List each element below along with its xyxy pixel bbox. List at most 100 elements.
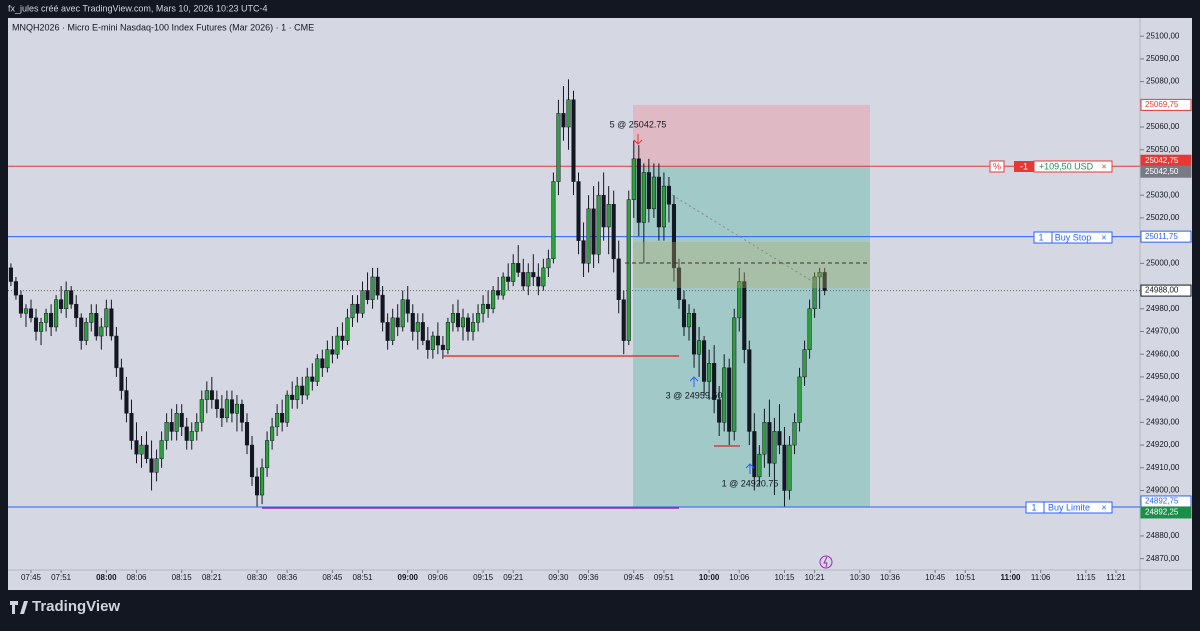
candle-body — [566, 99, 571, 128]
candle-body — [410, 313, 415, 332]
candle-body — [325, 349, 330, 369]
candle-body — [792, 422, 797, 446]
candle-body — [581, 240, 586, 264]
candle-body — [395, 317, 400, 328]
candle-body — [606, 204, 611, 228]
candle-body — [179, 413, 184, 428]
candle-body — [265, 440, 270, 469]
plot: 25100,00 25090,00 25080,00 25060,00 25050,00… — [8, 31, 1180, 582]
candle-body — [661, 185, 666, 228]
candle-body — [174, 413, 179, 432]
candle-body — [686, 313, 692, 328]
order-close[interactable]: × — [1101, 232, 1106, 242]
candle-body — [702, 340, 707, 382]
order-line[interactable]: 1 Buy Stop × — [1033, 231, 1113, 244]
candle-body — [154, 458, 159, 473]
y-tick-label: 24950,00 — [1146, 372, 1180, 381]
y-tick-label: 24870,00 — [1146, 554, 1180, 563]
candle-body — [646, 172, 651, 210]
candle-body — [526, 272, 531, 287]
candle-body — [84, 322, 89, 341]
candle-body — [697, 340, 702, 355]
y-tick-label: 25100,00 — [1146, 31, 1180, 40]
candle-body — [586, 208, 591, 264]
candle-body — [249, 444, 255, 478]
price-tag-label: 25042,75 — [1145, 156, 1179, 165]
order-line[interactable]: 1 Buy Limite × — [1025, 501, 1113, 514]
candle-body — [33, 317, 39, 332]
order-qty: 1 — [1038, 232, 1043, 242]
candle-body — [38, 322, 44, 332]
y-tick-label: 24960,00 — [1146, 349, 1180, 358]
x-tick-label: 09:21 — [503, 573, 524, 582]
price-tag — [1140, 230, 1192, 243]
order-pct[interactable]: % — [993, 161, 1001, 171]
candle-body — [370, 276, 375, 300]
y-tick-label: 24980,00 — [1146, 304, 1180, 313]
candle-body — [350, 303, 355, 319]
candle-body — [435, 335, 440, 346]
y-tick-label: 25020,00 — [1146, 213, 1180, 222]
candle-body — [214, 399, 219, 409]
y-tick-label: 25080,00 — [1146, 77, 1180, 86]
candle-body — [169, 422, 174, 432]
candle-body — [681, 299, 687, 328]
order-close[interactable]: × — [1101, 502, 1106, 512]
x-tick-label: 10:51 — [955, 573, 976, 582]
candle-body — [576, 181, 581, 241]
candle-body — [415, 322, 420, 332]
candle-body — [651, 176, 656, 210]
logo-icon — [10, 601, 28, 614]
candle-body — [234, 403, 239, 414]
order-line[interactable]: % -1 +109,50 USD × — [989, 160, 1113, 173]
entry-zone — [633, 242, 870, 288]
candle-body — [440, 344, 445, 350]
candle-body — [420, 322, 425, 341]
x-tick-label: 10:15 — [774, 573, 795, 582]
candle-body — [94, 313, 99, 337]
candle-body — [219, 408, 224, 419]
order-type: Buy Limite — [1048, 502, 1090, 512]
order-close[interactable]: × — [1101, 161, 1106, 171]
y-tick-label: 25030,00 — [1146, 190, 1180, 199]
candle-body — [596, 194, 601, 255]
candle-body — [59, 299, 64, 310]
candle-body — [229, 399, 234, 414]
candle-body — [99, 326, 104, 337]
candle-body — [28, 308, 34, 319]
candle-body — [134, 440, 139, 455]
candle-body — [812, 276, 817, 310]
candle-body — [405, 299, 410, 314]
event-icon-bolt — [823, 556, 828, 568]
candle-body — [712, 363, 717, 400]
y-tick-label: 24930,00 — [1146, 417, 1180, 426]
order-type: Buy Stop — [1055, 232, 1092, 242]
candle-body — [18, 294, 24, 314]
candle-body — [340, 335, 345, 341]
candle-body — [13, 281, 18, 296]
candle-body — [561, 113, 566, 128]
y-tick-label: 25060,00 — [1146, 122, 1180, 131]
chart-title: MNQH2026 · Micro E-mini Nasdaq-100 Index… — [12, 22, 314, 32]
candle-body — [280, 413, 285, 423]
candle-body — [742, 281, 747, 350]
candle-body — [159, 440, 164, 459]
stop-zone — [633, 104, 870, 167]
candle-body — [465, 317, 471, 332]
candle-body — [54, 299, 59, 328]
candle-body — [762, 422, 767, 455]
candle-body — [400, 299, 405, 328]
event-icon[interactable] — [819, 555, 833, 569]
sell-arrow — [633, 134, 643, 145]
candle-body — [430, 335, 435, 350]
candle-body — [496, 290, 501, 296]
x-tick-label: 09:00 — [398, 573, 419, 582]
candle-body — [551, 181, 556, 260]
order-qty: 1 — [1031, 502, 1036, 512]
candle-body — [802, 349, 807, 378]
buy-arrow — [745, 463, 755, 474]
candle-body — [275, 413, 280, 428]
candle-body — [747, 349, 752, 432]
x-tick-label: 09:06 — [428, 573, 449, 582]
candle-body — [355, 303, 360, 314]
